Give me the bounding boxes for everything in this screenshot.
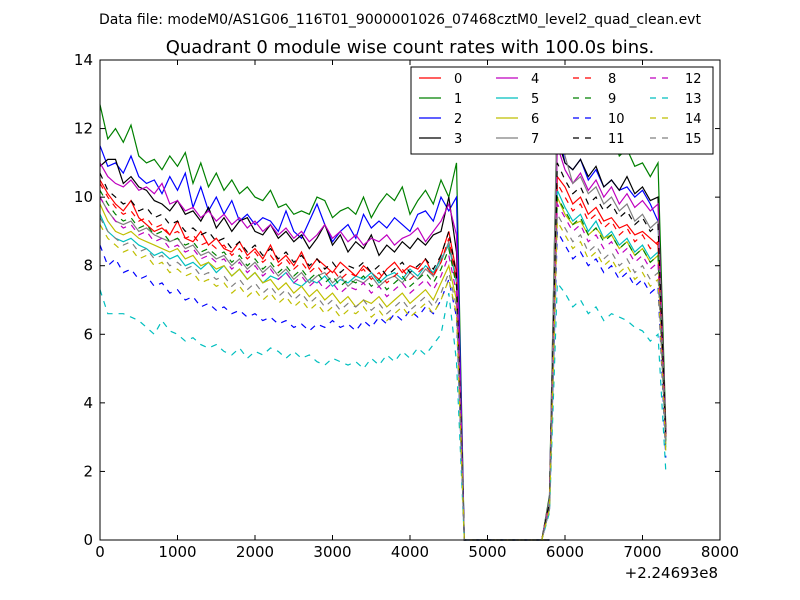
series-line-5 [99, 190, 667, 541]
legend-label-11: 11 [608, 132, 625, 147]
x-tick-label: 6000 [546, 543, 584, 561]
series-line-14 [99, 218, 667, 541]
x-tick-label: 2000 [236, 543, 274, 561]
y-tick-label: 0 [83, 531, 93, 549]
x-tick-label: 3000 [313, 543, 351, 561]
y-tick-label: 10 [74, 188, 93, 206]
x-tick-label: 7000 [623, 543, 661, 561]
x-tick-label: 5000 [468, 543, 506, 561]
y-tick-label: 6 [83, 325, 93, 343]
series-line-9 [99, 190, 667, 541]
series-line-12 [99, 196, 667, 541]
series-line-8 [99, 181, 667, 541]
legend-label-14: 14 [685, 112, 702, 127]
series-line-2 [99, 124, 667, 541]
legend-label-5: 5 [531, 92, 539, 107]
series-line-4 [99, 145, 667, 541]
legend-label-2: 2 [454, 112, 462, 127]
legend-label-15: 15 [685, 132, 702, 147]
series-line-11 [99, 162, 667, 541]
series-line-3 [99, 138, 667, 541]
series-line-10 [99, 229, 667, 541]
x-offset-label: +2.24693e8 [625, 564, 718, 582]
legend-label-10: 10 [608, 112, 625, 127]
y-tick-label: 4 [83, 394, 93, 412]
x-tick-label: 8000 [701, 543, 739, 561]
legend-label-13: 13 [685, 92, 702, 107]
axes: 0 1000 2000 3000 4000 5000 6000 7000 80000246810… [74, 51, 739, 561]
series-line-15 [99, 212, 667, 541]
chart-title: Quadrant 0 module wise count rates with … [166, 37, 655, 58]
legend-label-6: 6 [531, 112, 539, 127]
file-title: Data file: modeM0/AS1G06_116T01_90000010… [99, 12, 701, 28]
legend-label-8: 8 [608, 72, 616, 87]
series-line-13 [99, 281, 667, 541]
legend-label-1: 1 [454, 92, 462, 107]
series-line-1 [99, 95, 667, 541]
y-tick-label: 8 [83, 257, 93, 275]
x-tick-label: 1000 [158, 543, 196, 561]
y-tick-label: 14 [74, 51, 93, 69]
series-line-7 [99, 101, 667, 541]
legend-box [410, 66, 714, 155]
legend-label-9: 9 [608, 92, 616, 107]
series-line-6 [99, 196, 667, 541]
x-tick-label: 4000 [391, 543, 429, 561]
y-tick-label: 12 [74, 120, 93, 138]
legend-label-12: 12 [685, 72, 702, 87]
x-tick-label: 0 [95, 543, 105, 561]
legend-label-0: 0 [454, 72, 462, 87]
legend-label-4: 4 [531, 72, 539, 87]
legend-label-3: 3 [454, 132, 462, 147]
y-tick-label: 2 [83, 462, 93, 480]
legend-label-7: 7 [531, 132, 539, 147]
plot-lines [99, 95, 667, 541]
